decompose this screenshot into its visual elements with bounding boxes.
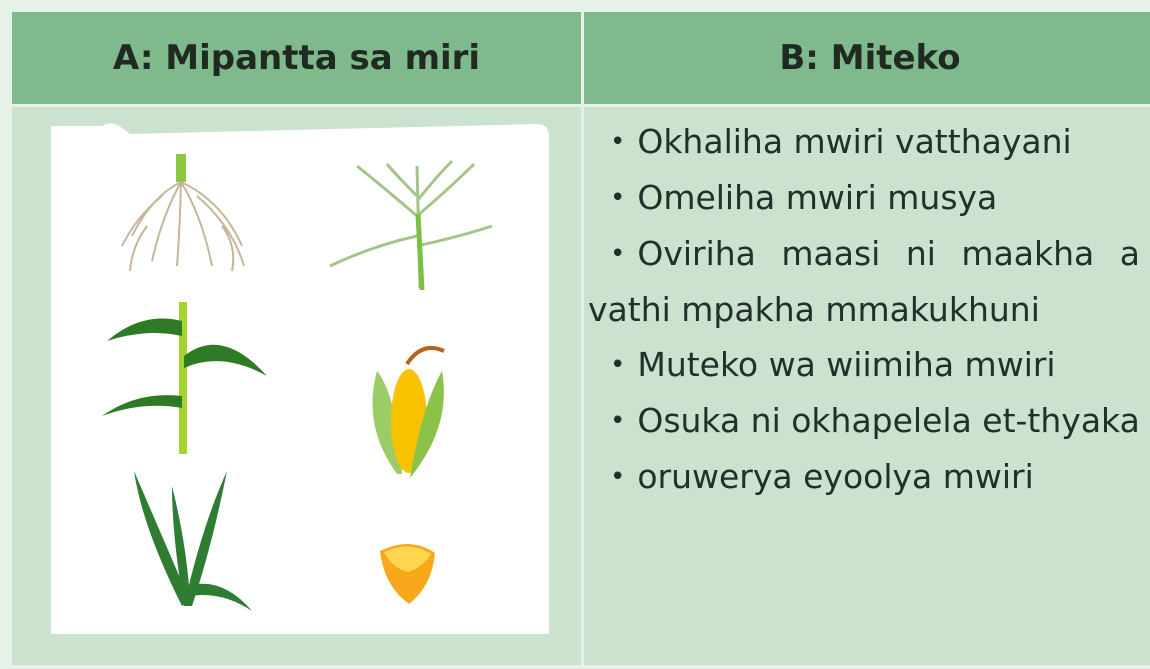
function-list: Okhaliha mwiri vatthayani Omeliha mwiri … — [584, 106, 1150, 505]
header-cell: B: Miteko — [584, 12, 1150, 104]
header-cell: A: Mipantta sa miri — [12, 12, 581, 104]
image-cell — [12, 106, 581, 665]
list-item: oruwerya eyoolya mwiri — [588, 449, 1140, 505]
list-item: Omeliha mwiri musya — [588, 170, 1140, 226]
list-item: Muteko wa wiimiha mwiri — [588, 337, 1140, 393]
row-divider — [12, 104, 1150, 107]
text-cell: Okhaliha mwiri vatthayani Omeliha mwiri … — [584, 106, 1150, 665]
list-item: Okhaliha mwiri vatthayani — [588, 114, 1140, 170]
list-item: Osuka ni okhapelela et-thyaka — [588, 393, 1140, 449]
plant-parts-illustration — [51, 123, 549, 634]
column-divider — [581, 12, 584, 665]
list-item: Oviriha maasi ni maakha a vathi mpakha m… — [588, 226, 1140, 337]
